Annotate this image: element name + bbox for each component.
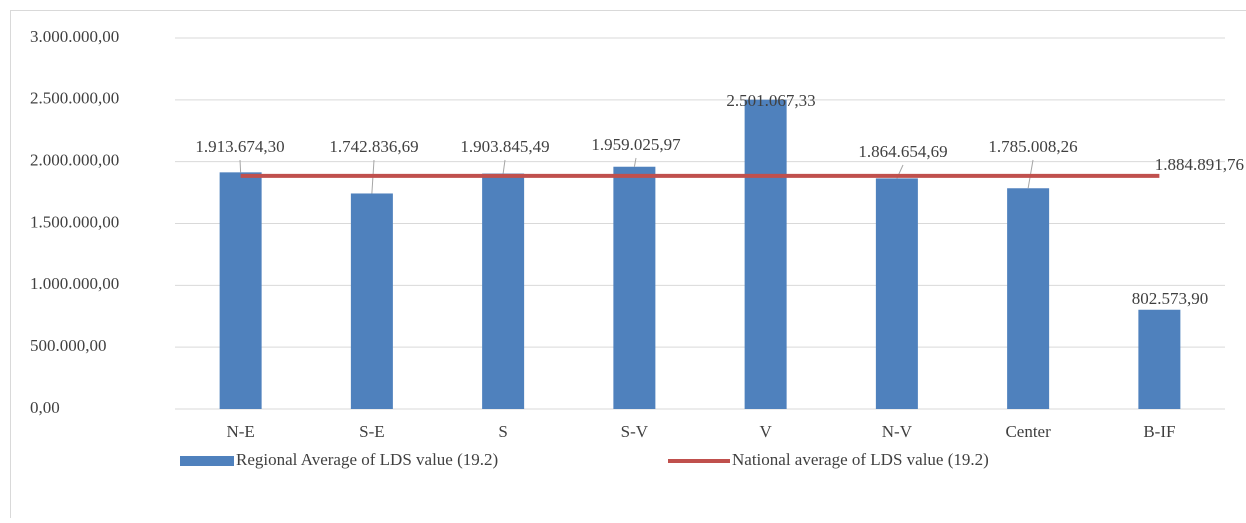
data-label: 1.903.845,49 bbox=[460, 137, 549, 156]
x-tick-label: V bbox=[759, 422, 772, 441]
y-tick-label: 3.000.000,00 bbox=[30, 27, 119, 46]
bar bbox=[482, 174, 524, 409]
bar bbox=[220, 172, 262, 409]
bar bbox=[351, 193, 393, 409]
data-label: 1.742.836,69 bbox=[329, 137, 418, 156]
data-label: 1.785.008,26 bbox=[988, 137, 1077, 156]
bar bbox=[613, 167, 655, 409]
data-label: 802.573,90 bbox=[1132, 289, 1209, 308]
x-tick-label: N-V bbox=[882, 422, 913, 441]
y-tick-label: 1.500.000,00 bbox=[30, 212, 119, 231]
x-tick-label: S bbox=[498, 422, 507, 441]
x-tick-label: S-E bbox=[359, 422, 385, 441]
legend-label: National average of LDS value (19.2) bbox=[732, 450, 989, 469]
x-tick-label: N-E bbox=[226, 422, 254, 441]
legend-swatch bbox=[180, 456, 234, 466]
y-tick-label: 2.000.000,00 bbox=[30, 151, 119, 170]
y-tick-label: 0,00 bbox=[30, 398, 60, 417]
bar bbox=[1138, 310, 1180, 409]
bar bbox=[876, 178, 918, 409]
bar bbox=[745, 100, 787, 409]
x-tick-label: Center bbox=[1005, 422, 1051, 441]
data-label: 1.913.674,30 bbox=[195, 137, 284, 156]
bar bbox=[1007, 188, 1049, 409]
leader-line bbox=[240, 160, 241, 172]
leader-line bbox=[634, 158, 636, 167]
data-label: 1.959.025,97 bbox=[591, 135, 681, 154]
y-tick-label: 2.500.000,00 bbox=[30, 89, 119, 108]
y-tick-label: 1.000.000,00 bbox=[30, 274, 119, 293]
y-tick-label: 500.000,00 bbox=[30, 336, 107, 355]
data-label: 1.864.654,69 bbox=[858, 142, 947, 161]
x-tick-label: S-V bbox=[621, 422, 649, 441]
legend-label: Regional Average of LDS value (19.2) bbox=[236, 450, 498, 469]
data-label: 1.884.891,76 bbox=[1155, 155, 1244, 174]
data-label: 2.501.067,33 bbox=[726, 91, 815, 110]
x-tick-label: B-IF bbox=[1143, 422, 1175, 441]
